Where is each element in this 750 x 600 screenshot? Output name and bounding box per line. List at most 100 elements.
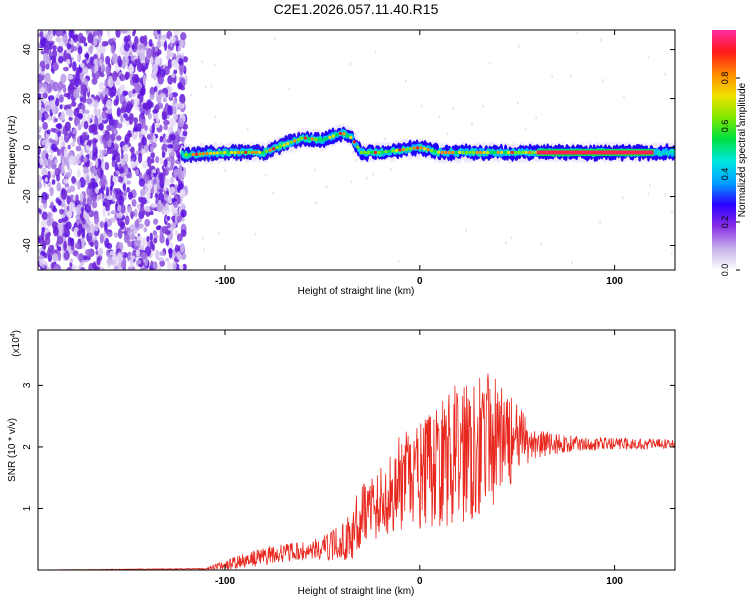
spectrogram-track-peak <box>440 150 444 155</box>
spectrogram-track-peak <box>293 139 297 143</box>
spectrogram-noise-cell <box>73 89 80 99</box>
spectrogram-track-peak <box>307 136 311 141</box>
spectrogram-track-peak <box>187 153 192 157</box>
spectrogram-noise-cell <box>136 61 143 73</box>
spectrogram-noise-cell <box>122 90 129 96</box>
spectrogram-noise-cell <box>126 187 131 193</box>
spectrogram-track-peak <box>510 150 514 155</box>
spectrogram-noise-cell <box>264 173 267 177</box>
spectrogram-noise-cell <box>157 74 164 85</box>
spectrogram-noise-cell <box>68 201 75 213</box>
spectrogram-noise-cell <box>177 103 183 109</box>
spectrogram-noise-cell <box>46 129 51 135</box>
snr-frame <box>37 329 676 571</box>
spectrogram-noise-cell <box>446 132 449 136</box>
spectrogram-track-peak <box>328 135 332 140</box>
spectrogram-noise-cell <box>58 115 64 121</box>
spectrogram-noise-cell <box>45 153 49 159</box>
spectrogram-noise-cell <box>133 208 138 218</box>
spectrogram-noise-cell <box>132 73 138 84</box>
spectrogram-noise-cell <box>47 211 52 217</box>
spectrogram-noise-cell <box>80 267 86 270</box>
spectrogram-noise-cell <box>60 189 68 200</box>
spectrogram-noise-cell <box>104 161 110 171</box>
spectrogram-noise-cell <box>78 253 84 263</box>
spectrogram-y-tick-label: -20 <box>22 189 33 204</box>
spectrogram-noise-cell <box>110 133 116 142</box>
spectrogram-noise-cell <box>107 38 115 46</box>
spectrogram-track-peak <box>486 150 490 155</box>
spectrogram-noise-cell <box>144 125 148 132</box>
spectrogram-noise-cell <box>183 56 188 63</box>
spectrogram-track-peak <box>258 150 262 155</box>
spectrogram-track-peak <box>408 147 413 151</box>
spectrogram-track-peak <box>251 150 255 155</box>
spectrogram-track-peak <box>373 150 377 155</box>
spectrogram-noise-cell <box>66 210 73 218</box>
spectrogram-noise-cell <box>170 222 176 230</box>
spectrogram-noise-cell <box>570 74 573 78</box>
spectrogram-noise-cell <box>76 53 80 63</box>
spectrogram-noise-cell <box>38 181 43 190</box>
spectrogram-noise-cell <box>182 130 188 137</box>
spectrogram-noise-cell <box>54 159 59 165</box>
spectrogram-noise-cell <box>40 50 45 55</box>
spectrogram-noise-cell <box>108 114 114 126</box>
spectrogram-track-peak <box>447 150 451 155</box>
spectrogram-noise-cell <box>75 194 79 203</box>
spectrogram-noise-cell <box>287 87 290 91</box>
spectrogram-noise-cell <box>93 30 99 36</box>
spectrogram-noise-cell <box>63 240 67 252</box>
spectrogram-noise-cell <box>179 38 184 48</box>
spectrogram-noise-cell <box>177 82 183 90</box>
spectrogram-track-peak <box>265 149 269 154</box>
spectrogram-noise-cell <box>152 261 157 269</box>
spectrogram-noise-cell <box>152 169 157 174</box>
spectrogram-noise-cell <box>167 75 174 85</box>
spectrogram-track-peak <box>464 150 469 155</box>
spectrogram-noise-cell <box>176 194 181 205</box>
spectrogram-noise-cell <box>171 261 177 270</box>
spectrogram-noise-cell <box>77 123 82 131</box>
spectrogram-noise-cell <box>76 169 81 178</box>
spectrogram-noise-cell <box>374 50 377 54</box>
spectrogram-noise-cell <box>66 266 73 270</box>
spectrogram-noise-cell <box>139 51 146 63</box>
spectrogram-noise-cell <box>66 195 71 205</box>
spectrogram-noise-cell <box>162 96 168 103</box>
spectrogram-noise-cell <box>141 136 147 146</box>
spectrogram-track-peak <box>398 148 402 152</box>
spectrogram-track-peak <box>426 148 430 152</box>
snr-series-line <box>38 373 675 570</box>
spectrogram-noise-cell <box>155 117 160 123</box>
spectrogram-noise-cell <box>143 38 148 47</box>
spectrogram-noise-cell <box>106 99 113 110</box>
spectrogram-noise-cell <box>56 182 62 192</box>
spectrogram-noise-cell <box>167 58 173 69</box>
spectrogram-noise-cell <box>58 40 65 48</box>
spectrogram-band-core <box>536 150 654 155</box>
spectrogram-noise-cell <box>210 84 213 88</box>
spectrogram-noise-cell <box>41 226 46 233</box>
spectrogram-track-peak <box>233 150 237 155</box>
spectrogram-noise-cell <box>167 261 172 270</box>
spectrogram-noise-cell <box>138 178 146 187</box>
spectrogram-track-peak <box>380 150 385 154</box>
spectrogram-noise-cell <box>52 30 56 37</box>
spectrogram-noise-cell <box>96 133 101 141</box>
spectrogram-noise-cell <box>38 176 43 181</box>
spectrogram-noise-cell <box>165 166 170 176</box>
spectrogram-noise-cell <box>47 170 51 180</box>
spectrogram-noise-cell <box>71 133 76 139</box>
spectrogram-track-peak <box>300 136 304 140</box>
spectrogram-noise-cell <box>103 139 108 150</box>
spectrogram-noise-cell <box>600 38 603 42</box>
spectrogram-track-peak <box>342 132 346 136</box>
spectrogram-noise-cell <box>59 135 65 142</box>
spectrogram-track-peak <box>254 150 258 155</box>
spectrogram-noise-cell <box>88 32 93 43</box>
spectrogram-noise-cell <box>670 251 673 255</box>
spectrogram-noise-cell <box>47 95 55 101</box>
spectrogram-noise-cell <box>106 218 113 227</box>
